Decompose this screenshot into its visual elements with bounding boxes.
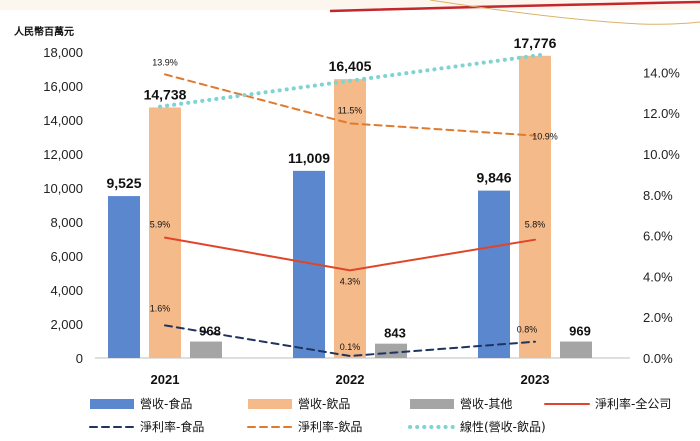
y-tick-label: 12,000 xyxy=(43,147,83,162)
bar xyxy=(334,79,366,359)
y2-tick-label: 12.0% xyxy=(643,106,680,121)
legend-swatch xyxy=(248,399,292,409)
legend-label: 淨利率-飲品 xyxy=(298,419,362,434)
x-category-label: 2023 xyxy=(521,372,550,387)
legend-label: 線性(營收-飲品) xyxy=(460,419,546,434)
bars-group xyxy=(108,55,592,359)
y-tick-label: 16,000 xyxy=(43,79,83,94)
legend-label: 營收-食品 xyxy=(140,396,192,411)
y-tick-label: 2,000 xyxy=(50,317,83,332)
bar-data-label: 11,009 xyxy=(288,150,330,166)
legend-label: 營收-其他 xyxy=(460,397,512,411)
y-axis-left: 0 2,000 4,000 6,000 8,000 10,000 12,000 14,000 1… xyxy=(43,45,83,366)
y2-tick-label: 4.0% xyxy=(643,269,673,284)
y-tick-label: 0 xyxy=(76,351,83,366)
trendline xyxy=(158,53,542,109)
y-tick-label: 14,000 xyxy=(43,113,83,128)
line-data-label: 5.9% xyxy=(150,220,171,230)
y-tick-label: 18,000 xyxy=(43,45,83,60)
y-tick-label: 6,000 xyxy=(50,249,83,264)
line-data-label: 0.8% xyxy=(517,325,538,335)
y2-tick-label: 14.0% xyxy=(643,65,680,80)
y2-tick-label: 10.0% xyxy=(643,147,680,162)
bar xyxy=(149,107,181,358)
y2-tick-label: 8.0% xyxy=(643,188,673,203)
bar-data-label: 968 xyxy=(199,324,221,339)
x-category-label: 2022 xyxy=(336,372,365,387)
unit-label: 人民幣百萬元 xyxy=(14,25,74,38)
series-line xyxy=(164,73,536,137)
y-axis-right: 0.0% 2.0% 4.0% 6.0% 8.0% 10.0% 12.0% 14.0% xyxy=(643,65,680,366)
lines-group xyxy=(158,53,542,358)
bar-data-label: 14,738 xyxy=(144,86,187,102)
line-data-label: 11.5% xyxy=(338,105,363,115)
legend-swatch xyxy=(410,399,454,409)
bar-data-label: 969 xyxy=(569,324,591,339)
bar xyxy=(375,343,407,358)
series-line xyxy=(164,324,536,358)
header-band xyxy=(0,0,700,10)
bar-data-label: 9,846 xyxy=(476,170,511,186)
bar xyxy=(560,341,592,358)
line-data-label: 0.1% xyxy=(340,342,361,352)
x-category-label: 2021 xyxy=(151,372,180,387)
series-line xyxy=(164,236,536,272)
y-tick-label: 10,000 xyxy=(43,181,83,196)
bar xyxy=(190,341,222,358)
bar-data-label: 843 xyxy=(384,326,406,341)
bar-labels-group: 9,525 11,009 9,846 14,738 16,405 17,776 968 843… xyxy=(106,35,590,341)
y2-tick-label: 6.0% xyxy=(643,229,673,244)
bar xyxy=(478,190,510,358)
legend-label: 營收-飲品 xyxy=(298,396,350,411)
line-data-label: 1.6% xyxy=(150,303,171,313)
header-gold-curve xyxy=(429,0,700,25)
bar-data-label: 17,776 xyxy=(514,35,557,51)
bar xyxy=(108,196,140,358)
bar-data-label: 9,525 xyxy=(106,175,141,191)
x-axis-categories: 2021 2022 2023 xyxy=(151,372,550,387)
y2-tick-label: 2.0% xyxy=(643,310,673,325)
line-data-label: 10.9% xyxy=(532,132,558,142)
y-tick-label: 4,000 xyxy=(50,283,83,298)
y2-tick-label: 0.0% xyxy=(643,351,673,366)
bar xyxy=(519,55,551,359)
legend-label: 淨利率-全公司 xyxy=(595,396,671,411)
legend-swatch xyxy=(90,399,134,409)
line-data-label: 4.3% xyxy=(340,276,361,286)
line-data-label: 5.8% xyxy=(525,220,546,230)
line-data-label: 13.9% xyxy=(152,57,178,67)
bar-data-label: 16,405 xyxy=(329,58,372,74)
legend-label: 淨利率-食品 xyxy=(140,419,204,434)
line-labels-group: 5.9% 4.3% 5.8% 1.6% 0.1% 0.8% 13.9% 11.5% 10.9% xyxy=(150,57,558,352)
header-red-accent xyxy=(329,0,700,13)
y-tick-label: 8,000 xyxy=(50,215,83,230)
